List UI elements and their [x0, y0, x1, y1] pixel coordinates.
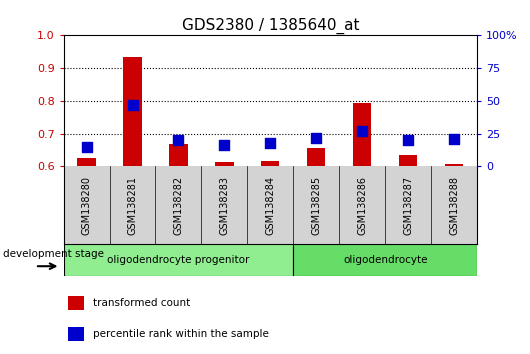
Text: GSM138285: GSM138285: [311, 176, 321, 235]
Point: [220, 143, 228, 148]
Point: [404, 137, 412, 143]
Text: development stage: development stage: [3, 249, 104, 259]
Bar: [353, 103, 372, 166]
Text: oligodendrocyte progenitor: oligodendrocyte progenitor: [107, 255, 250, 265]
Bar: [445, 164, 463, 166]
Text: GSM138283: GSM138283: [219, 176, 229, 235]
Title: GDS2380 / 1385640_at: GDS2380 / 1385640_at: [182, 18, 359, 34]
Text: GSM138282: GSM138282: [173, 176, 183, 235]
Text: percentile rank within the sample: percentile rank within the sample: [93, 329, 268, 339]
Text: GSM138280: GSM138280: [82, 176, 92, 235]
Bar: [293, 244, 477, 276]
Bar: [68, 327, 84, 341]
Text: transformed count: transformed count: [93, 298, 190, 308]
Bar: [399, 155, 417, 166]
Bar: [77, 158, 96, 166]
Bar: [215, 162, 234, 166]
Bar: [169, 144, 188, 166]
Text: GSM138286: GSM138286: [357, 176, 367, 235]
Point: [358, 128, 366, 134]
Bar: [261, 161, 279, 166]
Text: GSM138284: GSM138284: [266, 176, 275, 235]
Bar: [123, 57, 142, 166]
Point: [266, 140, 275, 145]
Bar: [68, 296, 84, 310]
Point: [312, 135, 321, 141]
Bar: [307, 148, 325, 166]
Point: [128, 102, 137, 108]
Bar: [64, 244, 293, 276]
Text: oligodendrocyte: oligodendrocyte: [343, 255, 427, 265]
Text: GSM138288: GSM138288: [449, 176, 459, 235]
Point: [82, 144, 91, 150]
Point: [174, 137, 183, 143]
Point: [450, 136, 458, 142]
Text: GSM138281: GSM138281: [128, 176, 137, 235]
Text: GSM138287: GSM138287: [403, 176, 413, 235]
